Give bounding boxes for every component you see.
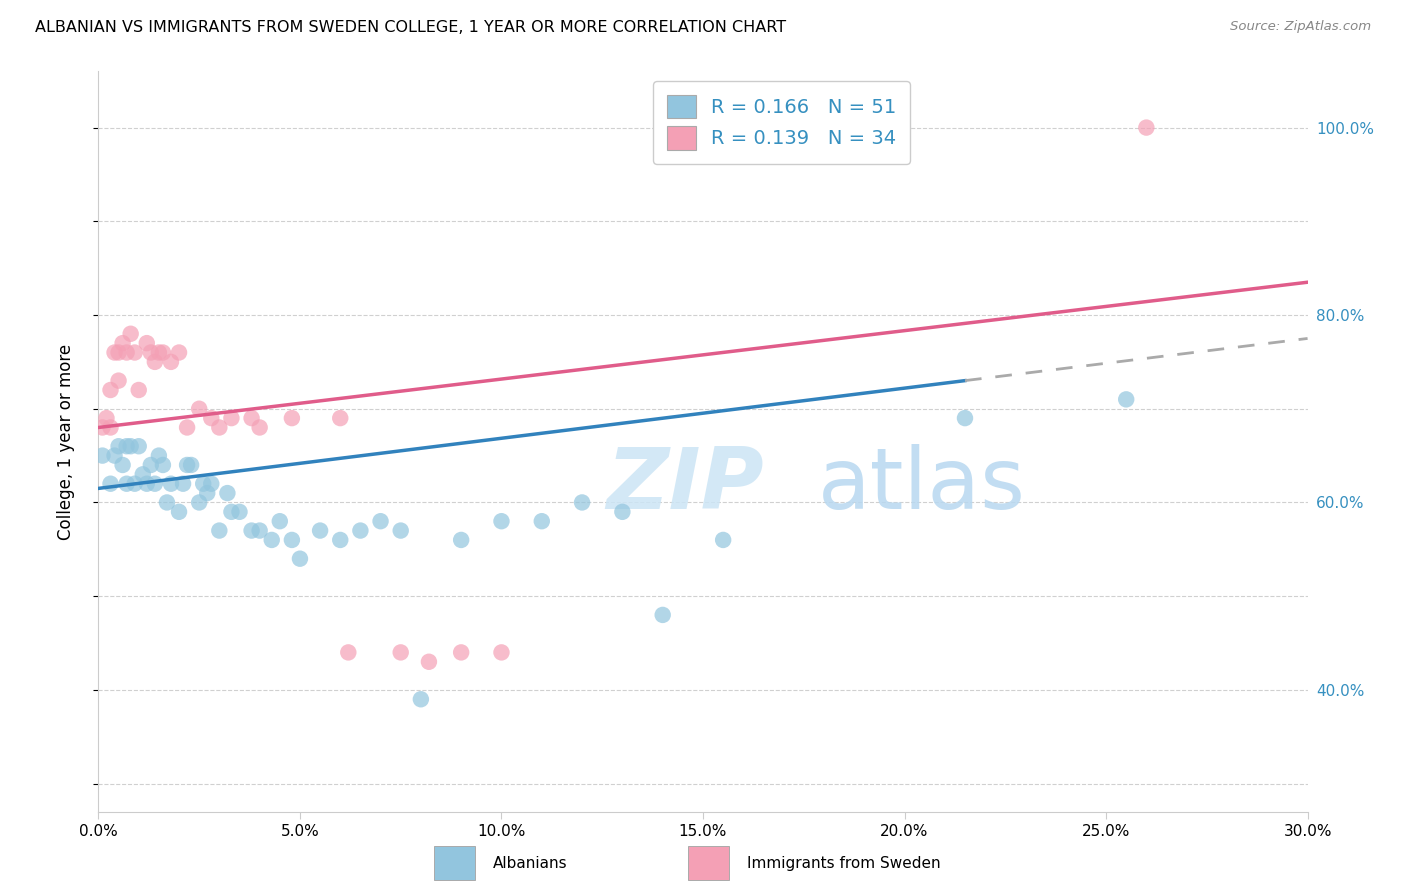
Point — [143, 355, 166, 369]
Point — [208, 420, 231, 434]
Point — [281, 533, 304, 547]
Point — [128, 439, 150, 453]
Point — [228, 505, 250, 519]
Point — [180, 458, 202, 472]
Point — [124, 476, 146, 491]
Text: ALBANIAN VS IMMIGRANTS FROM SWEDEN COLLEGE, 1 YEAR OR MORE CORRELATION CHART: ALBANIAN VS IMMIGRANTS FROM SWEDEN COLLE… — [35, 20, 786, 35]
Point — [143, 476, 166, 491]
Point — [103, 345, 125, 359]
Point — [309, 524, 332, 538]
Text: Albanians: Albanians — [492, 855, 567, 871]
Point — [217, 486, 239, 500]
Point — [571, 495, 593, 509]
Point — [329, 411, 352, 425]
Point — [139, 345, 162, 359]
Point — [651, 607, 673, 622]
Point — [91, 449, 114, 463]
Point — [135, 476, 157, 491]
Point — [115, 439, 138, 453]
Point — [107, 345, 129, 359]
Point — [132, 467, 155, 482]
Point — [111, 458, 134, 472]
Point — [176, 420, 198, 434]
Point — [111, 336, 134, 351]
Point — [208, 524, 231, 538]
Point — [491, 514, 513, 528]
Point — [167, 345, 190, 359]
Point — [167, 505, 190, 519]
Text: Immigrants from Sweden: Immigrants from Sweden — [747, 855, 941, 871]
Point — [281, 411, 304, 425]
Point — [370, 514, 392, 528]
Point — [221, 411, 243, 425]
Point — [349, 524, 371, 538]
Y-axis label: College, 1 year or more: College, 1 year or more — [56, 343, 75, 540]
Point — [491, 645, 513, 659]
Point — [1115, 392, 1137, 407]
Point — [107, 374, 129, 388]
Point — [195, 486, 218, 500]
Point — [240, 524, 263, 538]
Point — [711, 533, 734, 547]
Point — [100, 383, 122, 397]
Text: ZIP: ZIP — [606, 444, 763, 527]
Point — [450, 533, 472, 547]
Point — [329, 533, 352, 547]
Bar — [688, 846, 728, 880]
Point — [409, 692, 432, 706]
Point — [530, 514, 553, 528]
Bar — [433, 846, 475, 880]
Point — [953, 411, 976, 425]
Point — [240, 411, 263, 425]
Point — [389, 645, 412, 659]
Point — [96, 411, 118, 425]
Point — [115, 345, 138, 359]
Point — [107, 439, 129, 453]
Point — [221, 505, 243, 519]
Point — [128, 383, 150, 397]
Point — [1135, 120, 1157, 135]
Point — [139, 458, 162, 472]
Point — [269, 514, 291, 528]
Point — [124, 345, 146, 359]
Point — [160, 355, 183, 369]
Point — [193, 476, 215, 491]
Point — [337, 645, 360, 659]
Point — [260, 533, 283, 547]
Legend: R = 0.166   N = 51, R = 0.139   N = 34: R = 0.166 N = 51, R = 0.139 N = 34 — [652, 81, 910, 163]
Point — [450, 645, 472, 659]
Point — [120, 439, 142, 453]
Point — [100, 476, 122, 491]
Point — [418, 655, 440, 669]
Point — [148, 345, 170, 359]
Point — [176, 458, 198, 472]
Text: atlas: atlas — [818, 444, 1026, 527]
Point — [200, 411, 222, 425]
Point — [288, 551, 311, 566]
Point — [612, 505, 634, 519]
Point — [200, 476, 222, 491]
Point — [148, 449, 170, 463]
Point — [249, 420, 271, 434]
Point — [103, 449, 125, 463]
Point — [135, 336, 157, 351]
Point — [188, 401, 211, 416]
Point — [188, 495, 211, 509]
Point — [160, 476, 183, 491]
Point — [120, 326, 142, 341]
Point — [172, 476, 194, 491]
Point — [152, 345, 174, 359]
Point — [156, 495, 179, 509]
Point — [115, 476, 138, 491]
Text: Source: ZipAtlas.com: Source: ZipAtlas.com — [1230, 20, 1371, 33]
Point — [100, 420, 122, 434]
Point — [389, 524, 412, 538]
Point — [91, 420, 114, 434]
Point — [152, 458, 174, 472]
Point — [249, 524, 271, 538]
